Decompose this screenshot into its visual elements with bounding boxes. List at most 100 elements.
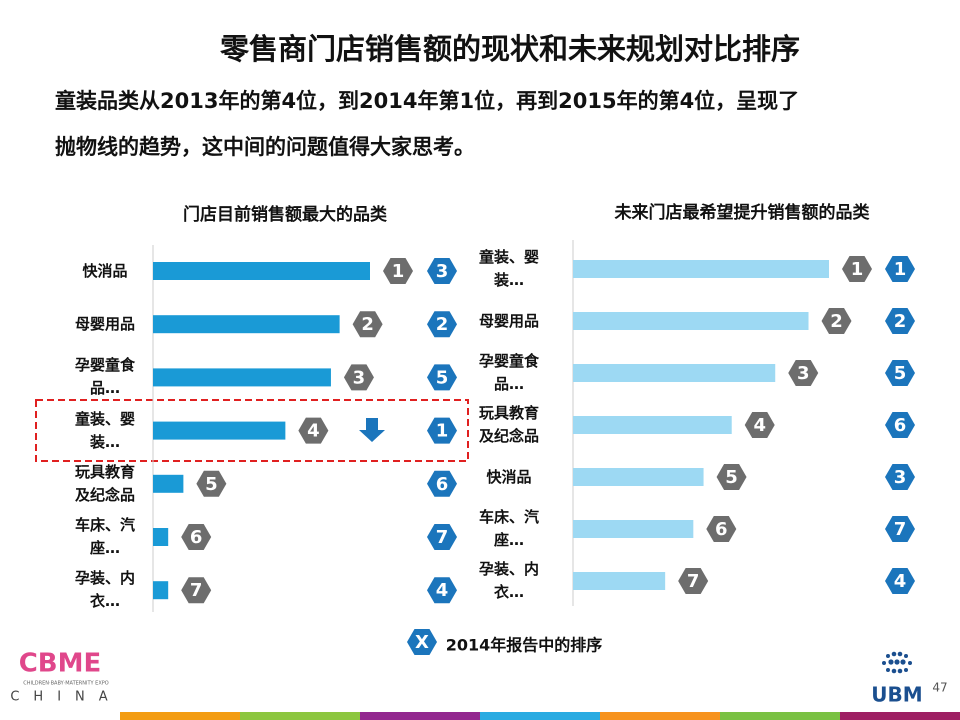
rank-badge-text: 6 (715, 519, 728, 540)
rank-badge: 1 (383, 258, 413, 284)
legend-label: 2014年报告中的排序 (446, 636, 603, 655)
rank-badge-shape (716, 464, 747, 490)
rank-2014-badge: 6 (885, 412, 915, 438)
category-label: 车床、汽座… (74, 516, 135, 557)
rank-2014-badge: 3 (885, 464, 915, 490)
rank-2014-badge-shape (885, 256, 915, 282)
logo-tagline: CHILDREN·BABY·MATERNITY EXPO (23, 681, 109, 687)
rank-badge-shape (678, 568, 709, 594)
rank-badge-text: 4 (307, 421, 320, 442)
cbme-logo: CBME (19, 649, 102, 679)
category-label: 母婴用品 (74, 314, 135, 333)
category-label: 童装、婴装… (74, 409, 135, 451)
rank-2014-badge: 5 (885, 360, 915, 386)
rank-2014-badge-shape (427, 470, 457, 497)
rank-2014-badge: 3 (427, 258, 457, 284)
category-label: 快消品 (82, 261, 128, 280)
rank-2014-badge-text: 6 (436, 474, 449, 495)
rank-2014-badge: 2 (427, 311, 457, 338)
bar (153, 368, 331, 387)
bar (573, 364, 776, 382)
slide-title: 零售商门店销售额的现状和未来规划对比排序 (219, 32, 800, 66)
rank-2014-badge-text: 3 (894, 467, 907, 488)
rank-2014-badge-text: 4 (894, 571, 907, 592)
rank-2014-badge-text: 5 (436, 367, 449, 388)
logo-country: CHINA (10, 690, 121, 705)
rank-2014-badge-text: 6 (894, 415, 907, 436)
rank-2014-badge-text: 1 (894, 259, 907, 280)
footer-strip (120, 712, 960, 720)
bar (153, 528, 169, 546)
rank-badge-shape (352, 311, 383, 338)
highlight-box (35, 399, 469, 462)
rank-2014-badge-text: 1 (436, 421, 449, 442)
bar (153, 581, 169, 600)
subtitle-line: 抛物线的趋势，这中间的问题值得大家思考。 (55, 135, 475, 159)
bar (153, 421, 286, 440)
ubm-text: UBM (871, 683, 922, 707)
rank-badge-text: 3 (353, 367, 366, 388)
rank-badge-shape (181, 524, 212, 550)
category-label: 孕装、内衣… (478, 560, 539, 601)
rank-2014-badge-text: 7 (436, 527, 449, 548)
rank-2014-badge-text: 2 (436, 314, 449, 335)
category-label: 童装、婴装… (478, 248, 539, 289)
rank-badge-shape (842, 256, 872, 282)
subtitle-line: 童装品类从2013年的第4位，到2014年第1位，再到2015年的第4位，呈现了 (55, 89, 800, 113)
rank-badge: 2 (821, 308, 852, 334)
rank-badge: 2 (352, 311, 383, 338)
rank-badge-text: 1 (851, 259, 864, 280)
bar (153, 315, 340, 334)
rank-2014-badge-shape (427, 364, 457, 391)
bar (573, 260, 829, 278)
down-arrow (359, 418, 385, 442)
rank-2014-badge-shape (885, 516, 915, 542)
rank-2014-badge: 7 (427, 524, 457, 550)
rank-badge-shape (383, 258, 413, 284)
rank-badge-shape (744, 412, 775, 438)
rank-badge: 1 (842, 256, 872, 282)
rank-badge-shape (706, 516, 737, 542)
rank-badge-text: 6 (190, 527, 203, 548)
rank-badge-text: 7 (190, 580, 203, 601)
rank-2014-badge-shape (427, 311, 457, 338)
rank-2014-badge-shape (885, 464, 915, 490)
rank-badge: 5 (716, 464, 747, 490)
rank-badge-text: 2 (830, 311, 843, 332)
rank-badge: 4 (298, 417, 329, 444)
rank-badge-text: 5 (725, 467, 738, 488)
rank-2014-badge: 5 (427, 364, 457, 391)
chart-title: 未来门店最希望提升销售额的品类 (614, 203, 870, 223)
rank-2014-badge-shape (885, 360, 915, 386)
rank-badge-shape (821, 308, 852, 334)
legend-marker: X (407, 629, 437, 655)
rank-2014-badge-shape (427, 258, 457, 284)
category-label: 孕婴童食品… (478, 352, 539, 393)
rank-2014-badge: 1 (427, 417, 457, 444)
bar (573, 416, 732, 434)
chart-title: 门店目前销售额最大的品类 (183, 205, 387, 225)
rank-2014-badge-text: 5 (894, 363, 907, 384)
rank-badge-shape (196, 470, 227, 497)
rank-2014-badge-text: 4 (436, 580, 449, 601)
bar (153, 262, 370, 280)
rank-2014-badge: 7 (885, 516, 915, 542)
rank-badge: 3 (343, 364, 374, 391)
rank-badge-text: 1 (392, 261, 405, 282)
rank-badge: 5 (196, 470, 227, 497)
rank-2014-badge-shape (885, 568, 915, 594)
legend-marker-text: X (415, 632, 429, 653)
rank-badge: 6 (181, 524, 212, 550)
rank-2014-badge-text: 2 (894, 311, 907, 332)
rank-badge: 6 (706, 516, 737, 542)
category-label: 母婴用品 (478, 311, 539, 330)
rank-2014-badge: 4 (885, 568, 915, 594)
rank-badge-shape (298, 417, 329, 444)
rank-2014-badge: 2 (885, 308, 915, 334)
bar (573, 520, 694, 538)
category-label: 孕装、内衣… (74, 569, 135, 611)
rank-2014-badge: 4 (427, 577, 457, 604)
rank-badge: 3 (788, 360, 819, 386)
rank-2014-badge-shape (885, 412, 915, 438)
